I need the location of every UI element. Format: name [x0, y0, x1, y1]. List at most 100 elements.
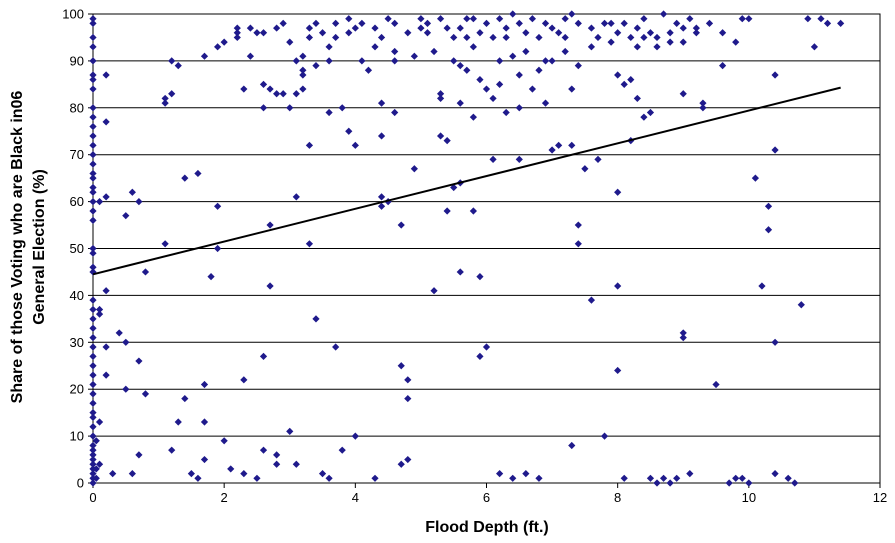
data-point [102, 118, 110, 126]
data-point [161, 94, 169, 103]
data-point [489, 33, 497, 42]
data-point [345, 15, 353, 23]
data-point [253, 474, 261, 482]
data-point [745, 479, 753, 487]
data-point [463, 66, 471, 74]
x-tick-label: 4 [352, 490, 359, 505]
data-point [496, 57, 504, 65]
data-point [135, 357, 143, 365]
data-point [89, 183, 97, 192]
data-point [273, 24, 281, 32]
data-point [384, 15, 392, 23]
data-point [469, 15, 477, 23]
data-point [764, 226, 773, 234]
data-point [581, 165, 589, 173]
y-tick-label: 20 [70, 382, 84, 397]
data-point [95, 310, 104, 318]
data-point [214, 43, 222, 51]
data-point [259, 446, 268, 454]
data-point [92, 465, 100, 473]
data-point [351, 24, 359, 32]
data-point [797, 301, 805, 309]
data-point [443, 24, 451, 32]
data-point [417, 15, 425, 23]
data-point [305, 33, 314, 42]
data-point [568, 441, 576, 450]
data-point [305, 141, 314, 149]
data-point [496, 80, 504, 88]
data-point [646, 108, 655, 117]
data-point [502, 33, 510, 42]
data-point [312, 61, 320, 70]
x-tick-label: 6 [483, 490, 490, 505]
y-tick-label: 0 [77, 476, 84, 491]
data-point [253, 29, 261, 37]
trendline [92, 86, 841, 276]
data-point [738, 15, 746, 23]
data-point [725, 479, 733, 487]
data-point [377, 132, 386, 140]
x-tick-label: 2 [221, 490, 228, 505]
data-point [286, 38, 294, 46]
y-tick-label: 100 [62, 7, 84, 22]
data-point [745, 15, 753, 23]
data-point [450, 33, 458, 42]
data-point [89, 216, 97, 224]
data-point [89, 455, 97, 464]
data-point [259, 80, 268, 88]
data-point [89, 315, 97, 323]
data-point [482, 85, 491, 93]
data-point [95, 198, 104, 206]
data-point [666, 29, 674, 37]
data-point [364, 66, 373, 74]
data-point [266, 221, 274, 229]
data-point [450, 183, 458, 192]
data-point [377, 202, 386, 210]
data-point [89, 141, 97, 149]
data-point [771, 338, 779, 346]
data-point [318, 470, 327, 478]
data-point [738, 474, 746, 482]
data-point [89, 413, 97, 421]
data-point [509, 10, 517, 18]
data-point [325, 474, 333, 482]
data-point [541, 99, 550, 107]
data-point [214, 244, 222, 253]
data-point [279, 19, 287, 27]
data-point [89, 71, 97, 79]
data-point [758, 282, 766, 290]
data-point [817, 15, 825, 23]
data-point [476, 352, 484, 360]
data-point [259, 352, 268, 360]
data-point [482, 343, 491, 351]
data-point [89, 334, 97, 342]
data-point [377, 99, 386, 107]
data-point [102, 71, 110, 79]
data-point [240, 376, 248, 384]
x-tick-label: 8 [614, 490, 621, 505]
data-point [417, 24, 425, 32]
data-point [620, 474, 628, 482]
data-point [397, 362, 405, 370]
data-point [476, 273, 484, 281]
data-point [89, 113, 97, 121]
data-point [89, 296, 97, 304]
data-point [266, 282, 274, 290]
data-point [187, 470, 195, 478]
data-point [804, 15, 812, 23]
data-point [600, 19, 609, 27]
data-point [345, 127, 353, 135]
data-point [102, 287, 110, 295]
data-point [436, 94, 445, 103]
data-point [102, 343, 110, 351]
data-point [456, 268, 464, 276]
data-point [522, 470, 530, 478]
data-point [837, 19, 845, 27]
data-point [89, 43, 97, 51]
data-point [92, 474, 100, 482]
data-point [89, 432, 97, 440]
data-point [535, 33, 543, 42]
data-point [456, 99, 464, 107]
data-point [686, 470, 694, 478]
